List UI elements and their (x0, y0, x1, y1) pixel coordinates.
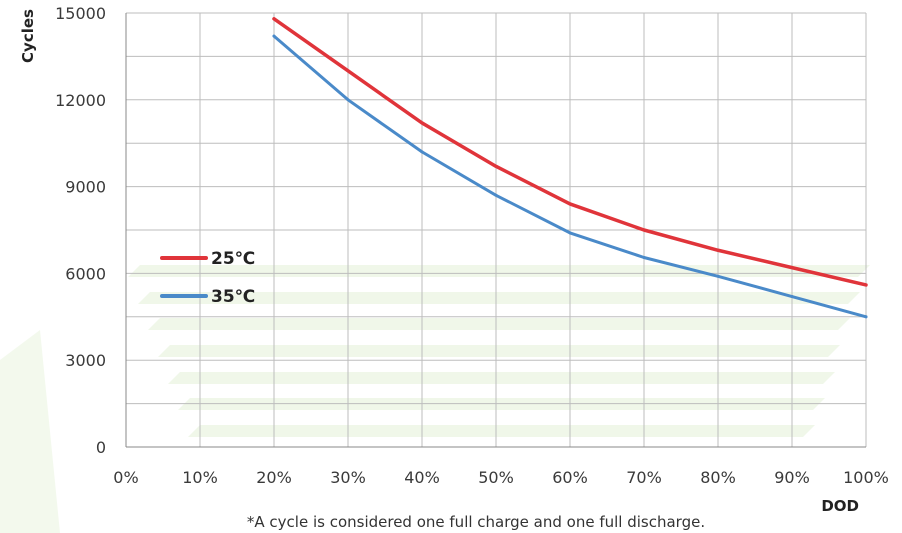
data-point (642, 228, 646, 232)
x-tick-label: 80% (700, 468, 736, 487)
x-tick-label: 60% (552, 468, 588, 487)
series (272, 17, 868, 319)
axes (125, 13, 866, 448)
x-tick-label: 30% (330, 468, 366, 487)
y-tick-label: 12000 (55, 91, 106, 110)
legend: 25℃ 35℃ (160, 249, 255, 307)
watermark-stripe (158, 345, 840, 357)
watermark-stripe (138, 292, 860, 304)
x-tick-label: 50% (478, 468, 514, 487)
data-point (494, 193, 498, 197)
data-point (346, 69, 350, 73)
watermark-stripe (188, 425, 815, 437)
data-point (568, 202, 572, 206)
data-point (642, 255, 646, 259)
data-point (494, 164, 498, 168)
y-axis-title: Cycles (19, 9, 37, 63)
data-point (790, 266, 794, 270)
watermark-stripe (148, 318, 850, 330)
data-point (716, 248, 720, 252)
data-point (716, 274, 720, 278)
y-tick-label: 9000 (65, 178, 106, 197)
data-point (420, 150, 424, 154)
x-tick-label: 90% (774, 468, 810, 487)
y-tick-label: 6000 (65, 264, 106, 283)
x-tick-label: 20% (256, 468, 292, 487)
data-point (346, 98, 350, 102)
legend-label: 25℃ (211, 249, 255, 269)
legend-label: 35℃ (211, 287, 255, 307)
footnote: *A cycle is considered one full charge a… (247, 513, 705, 531)
data-point (790, 295, 794, 299)
data-point (420, 121, 424, 125)
data-point (864, 315, 868, 319)
watermark-stripe (0, 330, 60, 533)
x-axis-title: DOD (821, 497, 859, 515)
x-tick-label: 70% (626, 468, 662, 487)
data-point (864, 283, 868, 287)
background-watermark (0, 265, 870, 533)
x-tick-label: 100% (843, 468, 889, 487)
x-tick-labels: 0% 10% 20% 30% 40% 50% 60% 70% 80% 90% 100% (113, 468, 889, 487)
data-point (568, 231, 572, 235)
x-tick-label: 40% (404, 468, 440, 487)
x-tick-label: 10% (182, 468, 218, 487)
x-tick-label: 0% (113, 468, 138, 487)
y-tick-label: 3000 (65, 351, 106, 370)
y-tick-label: 15000 (55, 4, 106, 23)
y-tick-labels: 0 3000 6000 9000 12000 15000 (55, 4, 106, 457)
watermark-stripe (168, 372, 835, 384)
data-point (272, 17, 276, 21)
y-tick-label: 0 (96, 438, 106, 457)
data-point (272, 34, 276, 38)
